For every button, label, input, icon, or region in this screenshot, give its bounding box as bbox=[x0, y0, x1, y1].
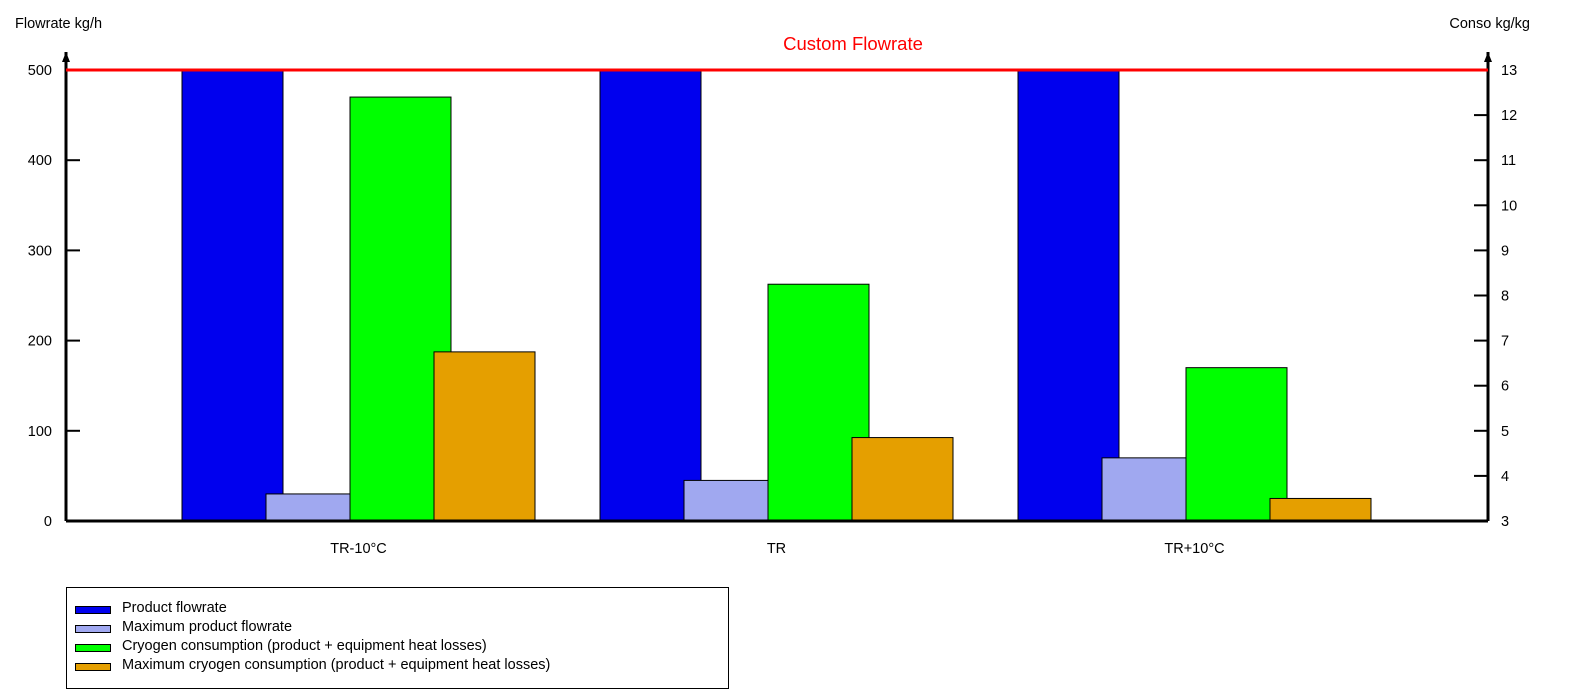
y-left-tick-label: 200 bbox=[28, 334, 52, 350]
legend-item: Product flowrate bbox=[67, 600, 728, 619]
bar-4-2 bbox=[851, 437, 954, 522]
x-tick-label: TR bbox=[767, 541, 786, 557]
legend-item: Maximum product flowrate bbox=[67, 619, 728, 638]
legend-swatch bbox=[75, 644, 111, 652]
x-tick-label: TR+10°C bbox=[1164, 541, 1224, 557]
axes bbox=[62, 52, 1492, 523]
legend-item: Cryogen consumption (product + equipment… bbox=[67, 638, 728, 657]
legend-item: Maximum cryogen consumption (product + e… bbox=[67, 657, 728, 676]
y-right-tick-label: 12 bbox=[1501, 108, 1517, 124]
legend-swatch bbox=[75, 606, 111, 614]
y-left-tick-label: 400 bbox=[28, 153, 52, 169]
legend-label: Product flowrate bbox=[122, 600, 227, 616]
chart-legend: Product flowrate Maximum product flowrate… bbox=[66, 587, 729, 689]
bar-3-3 bbox=[1185, 367, 1288, 522]
y-right-tick-label: 4 bbox=[1501, 469, 1509, 485]
y-left-tick-label: 300 bbox=[28, 243, 52, 259]
y-right-tick-label: 11 bbox=[1501, 153, 1516, 169]
legend-label: Maximum product flowrate bbox=[122, 619, 293, 635]
y-right-tick-label: 8 bbox=[1501, 289, 1509, 305]
y-axis-right-label: Conso kg/kg bbox=[1449, 16, 1530, 32]
bar-1-1 bbox=[181, 69, 284, 522]
y-right-tick-label: 10 bbox=[1501, 198, 1517, 214]
y-right-tick-label: 3 bbox=[1501, 514, 1509, 530]
legend-swatch bbox=[75, 625, 111, 633]
bar-1-2 bbox=[599, 69, 702, 522]
bar-1-3 bbox=[1017, 69, 1120, 522]
y-left-tick-label: 0 bbox=[44, 514, 52, 530]
legend-swatch bbox=[75, 663, 111, 671]
y-axis-left-label: Flowrate kg/h bbox=[15, 16, 102, 32]
legend-label: Maximum cryogen consumption (product + e… bbox=[122, 657, 551, 673]
y-left-tick-label: 500 bbox=[28, 63, 52, 79]
y-right-tick-label: 9 bbox=[1501, 243, 1509, 259]
x-tick-label: TR-10°C bbox=[330, 541, 387, 557]
y-right-tick-label: 13 bbox=[1501, 63, 1517, 79]
y-axis-right-arrow bbox=[1484, 52, 1492, 62]
y-right-tick-label: 7 bbox=[1501, 334, 1509, 350]
y-right-tick-label: 6 bbox=[1501, 379, 1509, 395]
bar-group bbox=[181, 69, 1372, 522]
bar-4-3 bbox=[1269, 497, 1372, 522]
tick-group: 0 100 200 300 400 500 3 4 5 6 7 8 9 10 11 12 13 TR-10°C TR… bbox=[28, 63, 1517, 557]
y-left-tick-label: 100 bbox=[28, 424, 52, 440]
y-axis-left-arrow bbox=[62, 52, 70, 62]
y-right-tick-label: 5 bbox=[1501, 424, 1509, 440]
legend-label: Cryogen consumption (product + equipment… bbox=[122, 638, 487, 654]
chart-title: Custom Flowrate bbox=[783, 33, 923, 54]
bar-4-1 bbox=[433, 351, 536, 522]
